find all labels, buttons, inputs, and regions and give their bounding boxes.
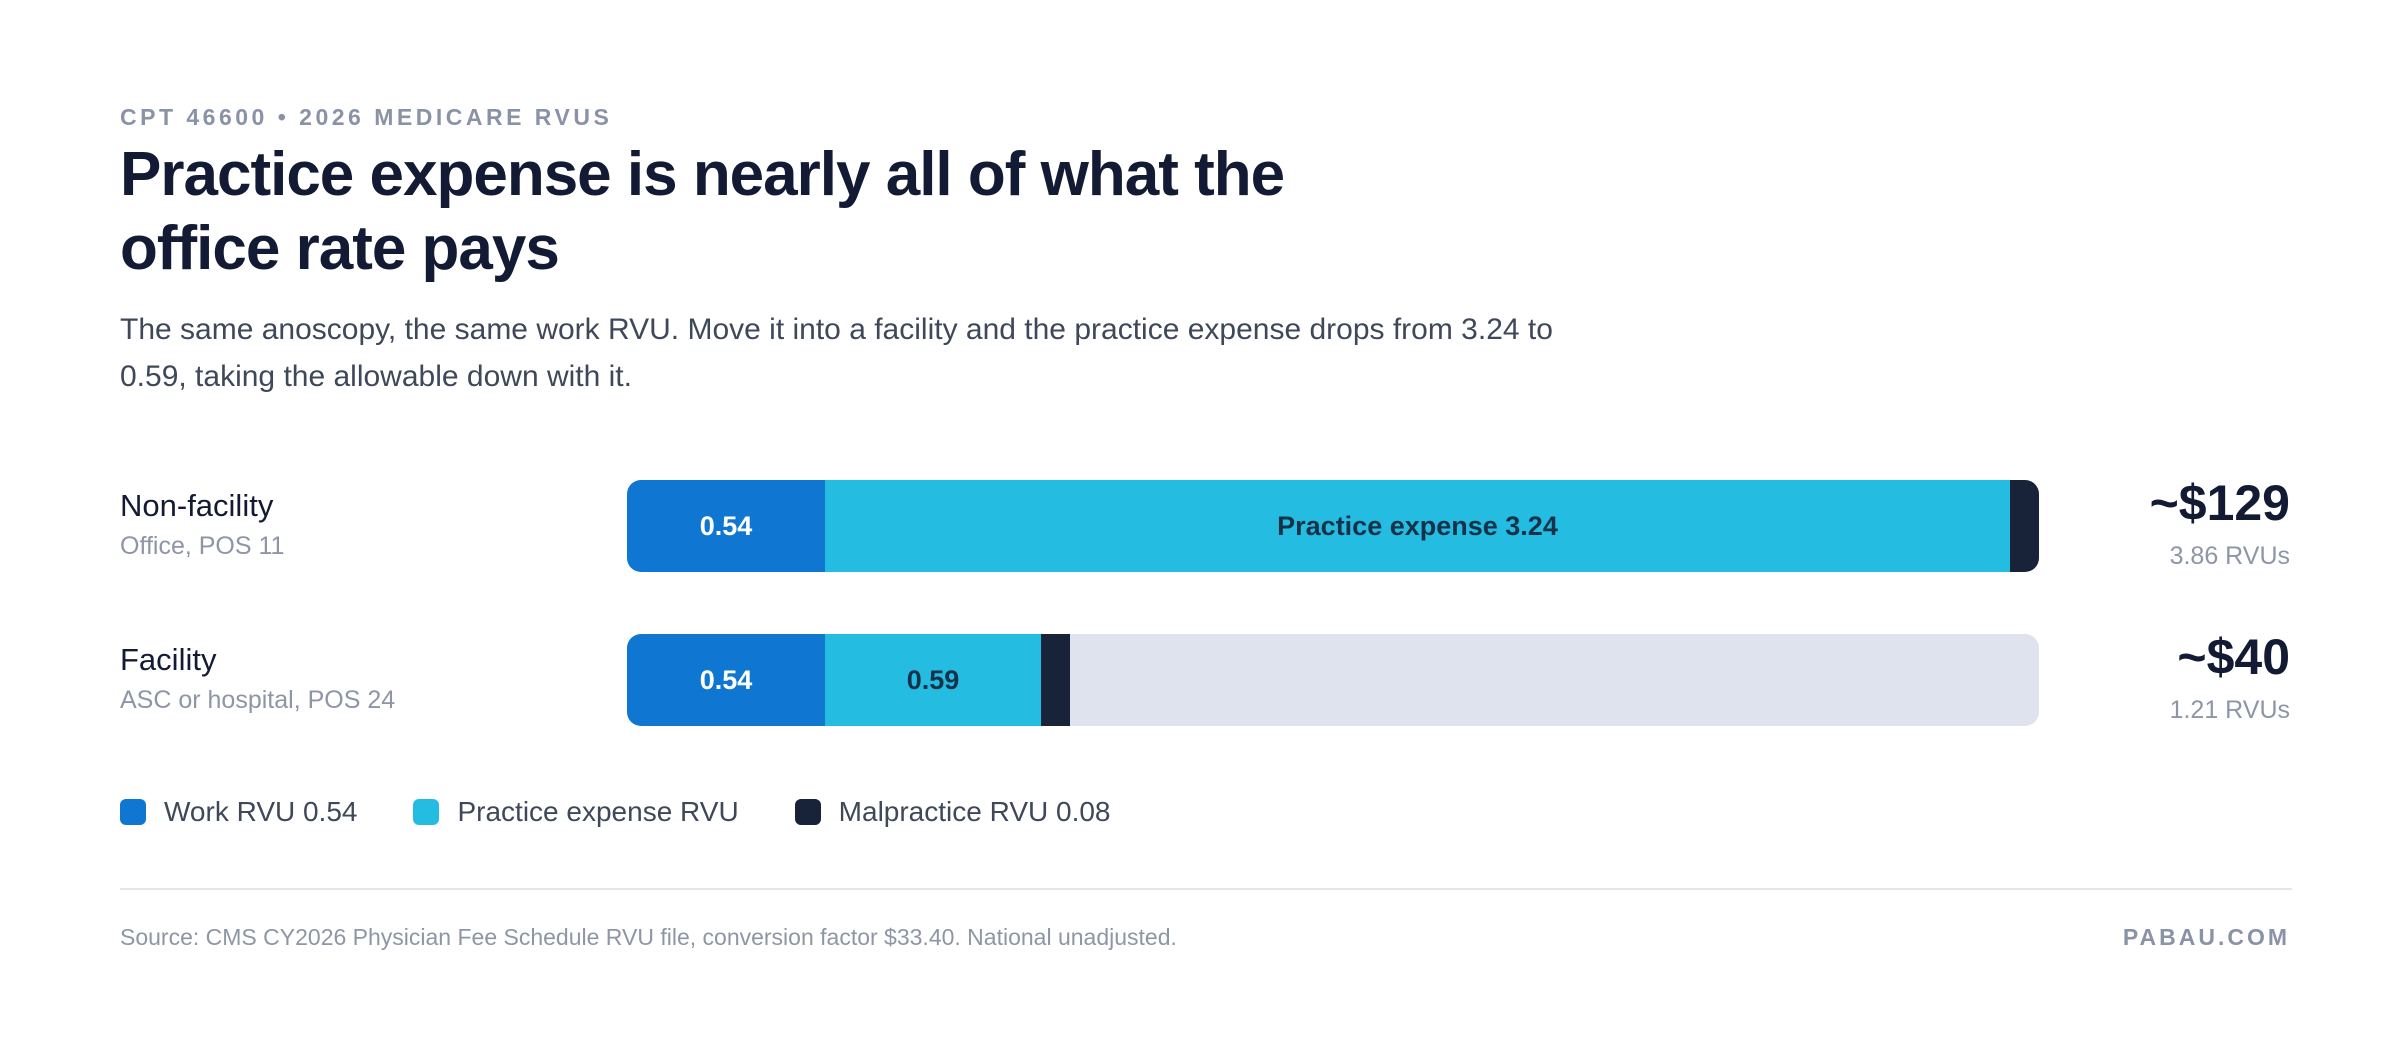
legend: Work RVU 0.54 Practice expense RVU Malpr… bbox=[120, 796, 1167, 828]
chart-title: Practice expense is nearly all of what t… bbox=[120, 140, 1285, 283]
bar-segment-work: 0.54 bbox=[627, 480, 825, 572]
bar-track: 0.54 0.59 bbox=[627, 634, 2039, 726]
bar-row-non-facility: Non-facility Office, POS 11 0.54 Practice… bbox=[0, 475, 2400, 572]
eyebrow: CPT 46600 • 2026 MEDICARE RVUS bbox=[120, 104, 613, 130]
bar-segment-practice-expense: 0.59 bbox=[825, 634, 1041, 726]
brand-link[interactable]: PABAU.COM bbox=[2122, 924, 2290, 950]
legend-swatch bbox=[413, 799, 440, 825]
bar-data-label: 0.54 bbox=[699, 510, 753, 541]
legend-item-practice-expense: Practice expense RVU bbox=[413, 796, 739, 828]
legend-label: Malpractice RVU 0.08 bbox=[838, 796, 1111, 827]
bar-row-facility: Facility ASC or hospital, POS 24 0.54 0.5… bbox=[0, 629, 2400, 726]
total-amount: ~$129 bbox=[2149, 475, 2290, 531]
bar-segment-malpractice bbox=[1041, 634, 1070, 726]
bar-data-label: Practice expense 3.24 bbox=[1277, 510, 1558, 541]
legend-item-work: Work RVU 0.54 bbox=[120, 796, 357, 828]
bar-data-label: 0.54 bbox=[699, 664, 753, 695]
total-rvus: 1.21 RVUs bbox=[2169, 696, 2290, 724]
bar-segment-work: 0.54 bbox=[627, 634, 825, 726]
legend-label: Practice expense RVU bbox=[457, 796, 739, 827]
legend-swatch bbox=[794, 799, 821, 825]
row-label: Non-facility bbox=[120, 488, 274, 523]
chart-subtitle: The same anoscopy, the same work RVU. Mo… bbox=[120, 313, 1553, 393]
total-rvus: 3.86 RVUs bbox=[2169, 542, 2290, 570]
legend-item-malpractice: Malpractice RVU 0.08 bbox=[794, 796, 1111, 828]
row-label: Facility bbox=[120, 642, 217, 677]
legend-label: Work RVU 0.54 bbox=[164, 796, 358, 827]
footer-divider bbox=[120, 888, 2292, 890]
source-note: Source: CMS CY2026 Physician Fee Schedul… bbox=[120, 924, 1177, 950]
legend-swatch bbox=[120, 799, 146, 825]
bar-segment-malpractice bbox=[2010, 480, 2039, 572]
row-sublabel: Office, POS 11 bbox=[120, 532, 285, 560]
row-sublabel: ASC or hospital, POS 24 bbox=[120, 686, 396, 714]
bar-data-label: 0.59 bbox=[906, 664, 960, 695]
bar-segment-practice-expense: Practice expense 3.24 bbox=[825, 480, 2010, 572]
bar-track: 0.54 Practice expense 3.24 bbox=[627, 480, 2039, 572]
total-amount: ~$40 bbox=[2177, 629, 2290, 685]
